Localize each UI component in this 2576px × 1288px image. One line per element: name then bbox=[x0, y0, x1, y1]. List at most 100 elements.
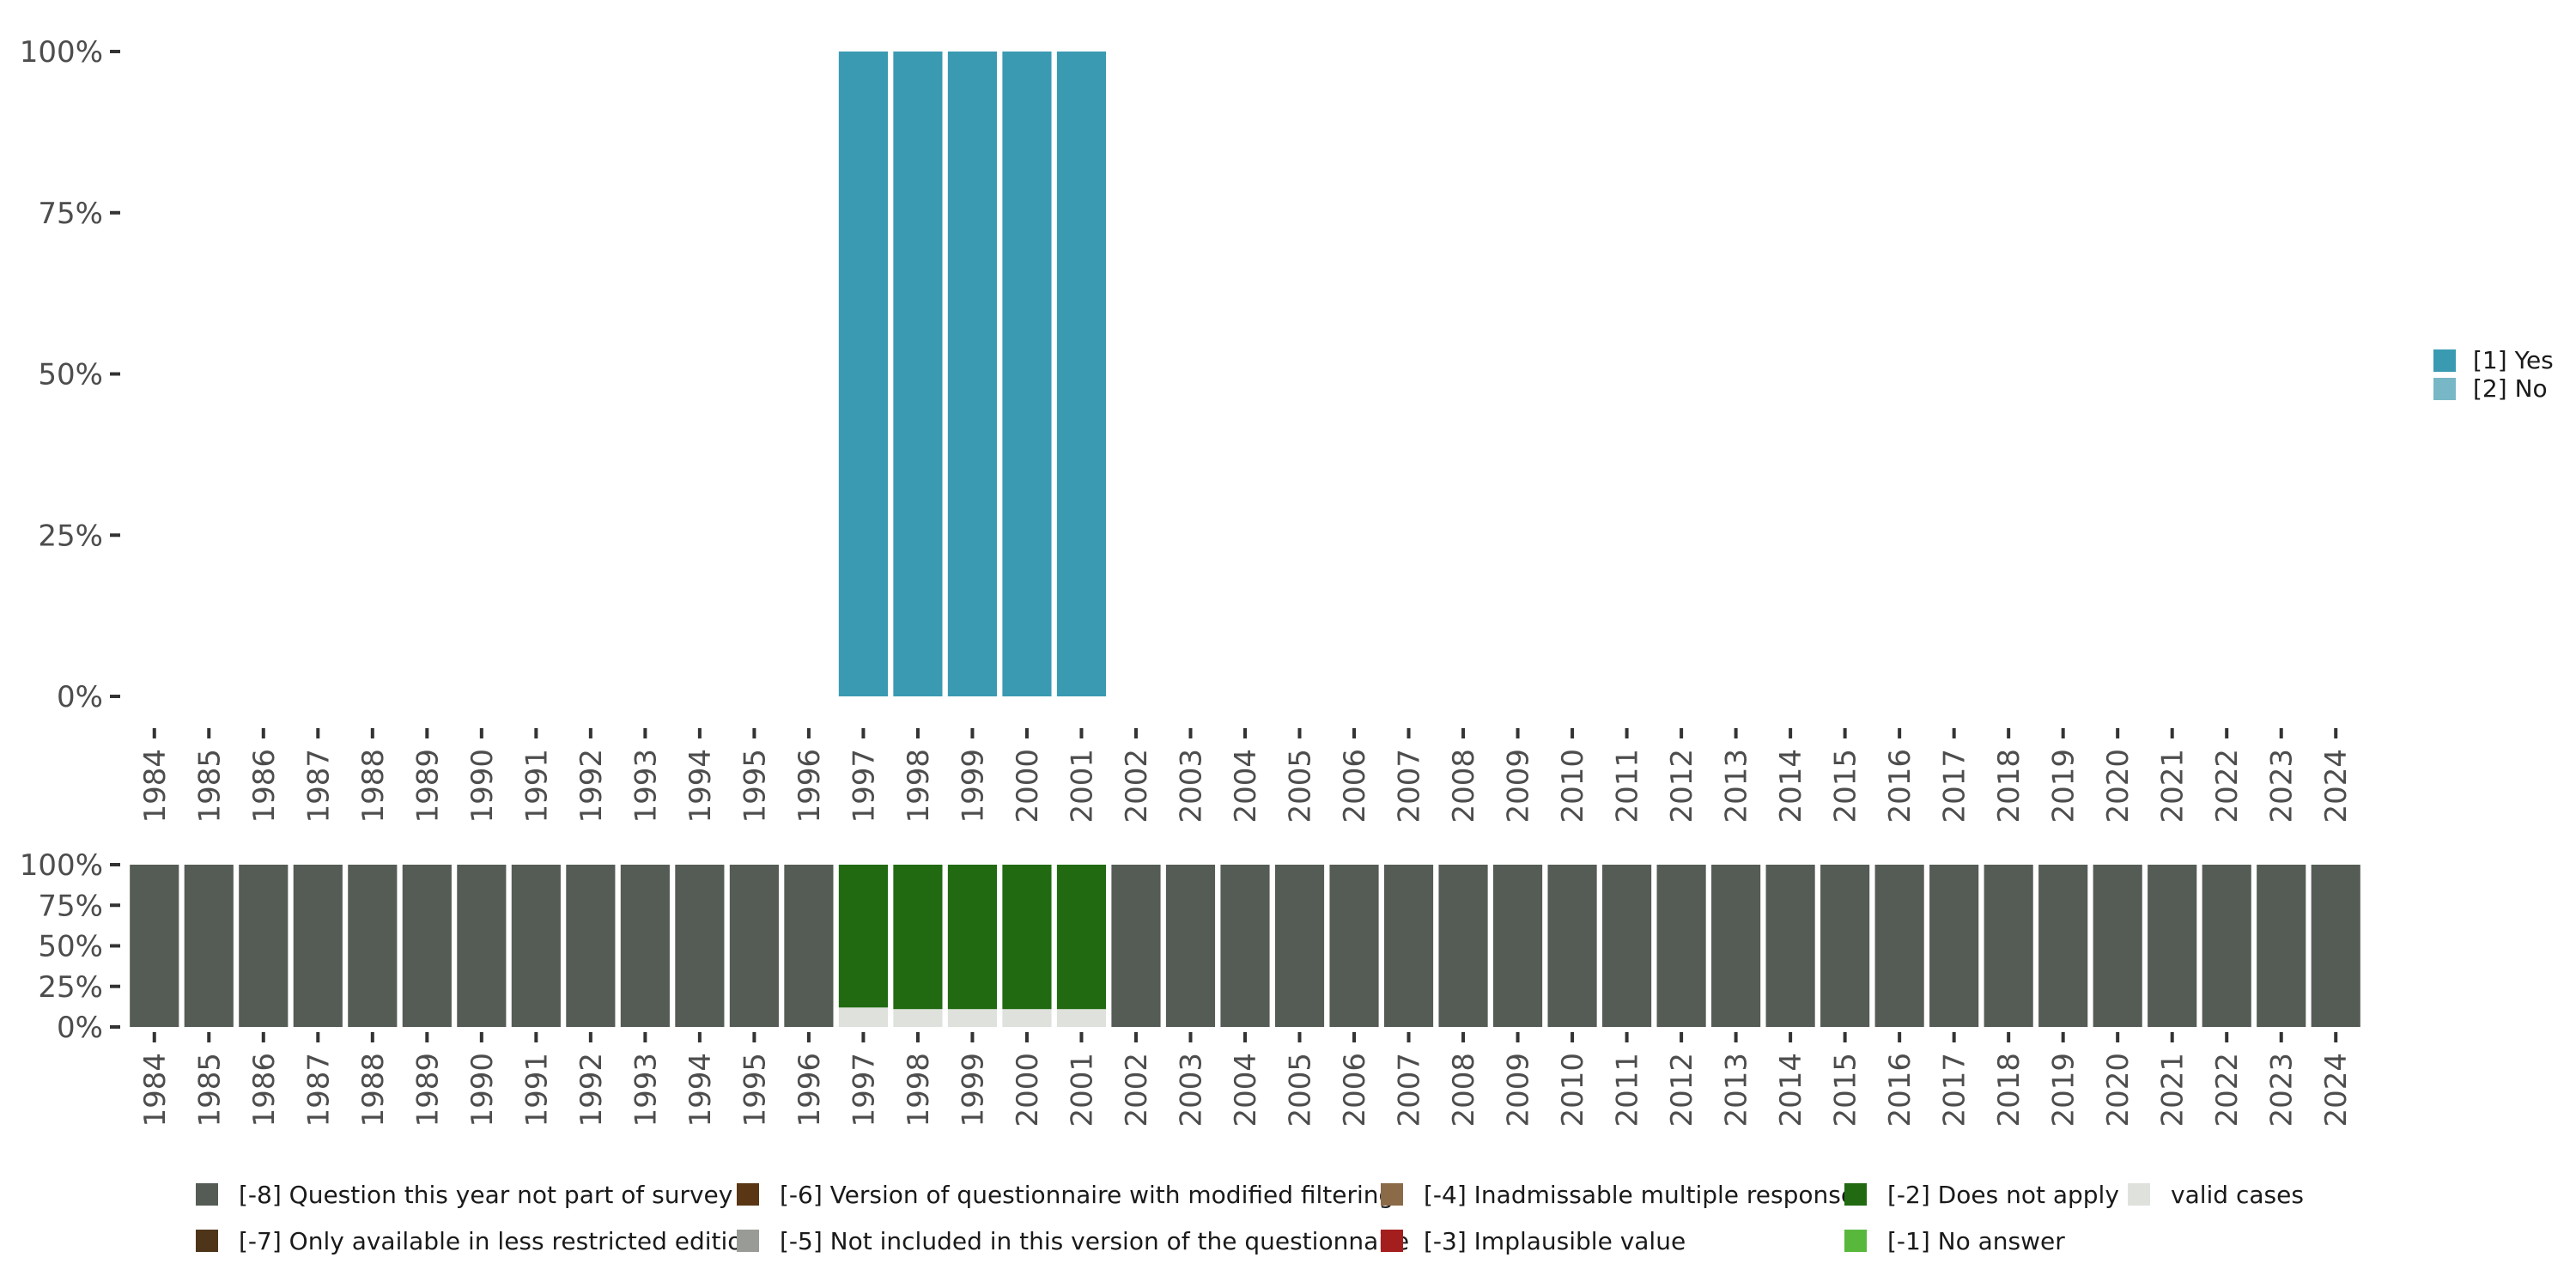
bottom-x-tick-label: 1989 bbox=[410, 1053, 445, 1127]
bottom-x-tick-label: 2020 bbox=[2101, 1053, 2136, 1127]
top-legend-label: [1] Yes bbox=[2473, 346, 2554, 374]
bottom-legend-label: [-4] Inadmissable multiple response bbox=[1424, 1181, 1856, 1209]
bottom-x-tick-label: 2023 bbox=[2265, 1053, 2300, 1127]
top-y-tick-label: 0% bbox=[57, 680, 103, 714]
bottom-legend-swatch-8-question-this-year-not-part-of-survey bbox=[196, 1183, 218, 1206]
bottom-bar-1987-8-question-this-year-not-part-of-survey bbox=[293, 865, 343, 1027]
bottom-x-tick-label: 2013 bbox=[1720, 1053, 1754, 1127]
bottom-legend-label: [-5] Not included in this version of the… bbox=[780, 1227, 1409, 1255]
bottom-bar-1995-8-question-this-year-not-part-of-survey bbox=[729, 865, 779, 1027]
top-x-tick-label: 1990 bbox=[465, 749, 500, 823]
top-bar-2001-1-yes bbox=[1056, 52, 1107, 696]
bottom-bar-1992-8-question-this-year-not-part-of-survey bbox=[566, 865, 616, 1027]
bottom-x-tick-label: 2001 bbox=[1065, 1053, 1099, 1127]
bottom-bar-1999-2-does-not-apply bbox=[947, 865, 998, 1010]
bottom-legend-swatch-valid-cases bbox=[2128, 1183, 2150, 1206]
bottom-bar-2006-8-question-this-year-not-part-of-survey bbox=[1329, 865, 1379, 1027]
bottom-bar-1986-8-question-this-year-not-part-of-survey bbox=[239, 865, 289, 1027]
top-x-tick-label: 2020 bbox=[2101, 749, 2136, 823]
bottom-x-tick-label: 2005 bbox=[1284, 1053, 1318, 1127]
bottom-x-tick-label: 1999 bbox=[956, 1053, 990, 1127]
top-y-tick-label: 100% bbox=[20, 35, 103, 70]
top-x-tick-label: 1995 bbox=[738, 749, 772, 823]
top-x-tick-label: 2016 bbox=[1883, 749, 1917, 823]
top-bar-1998-1-yes bbox=[893, 52, 943, 696]
bottom-x-tick-label: 1997 bbox=[847, 1053, 881, 1127]
bottom-bar-2003-8-question-this-year-not-part-of-survey bbox=[1165, 865, 1216, 1027]
bottom-bar-1991-8-question-this-year-not-part-of-survey bbox=[511, 865, 561, 1027]
bottom-bar-1989-8-question-this-year-not-part-of-survey bbox=[402, 865, 452, 1027]
bottom-x-tick-label: 1994 bbox=[683, 1053, 718, 1127]
top-x-tick-label: 2001 bbox=[1065, 749, 1099, 823]
top-x-tick-label: 2007 bbox=[1393, 749, 1427, 823]
bottom-bar-2000-valid-cases bbox=[1002, 1009, 1052, 1027]
bottom-legend-label: [-2] Does not apply bbox=[1887, 1181, 2119, 1209]
bottom-x-tick-label: 2021 bbox=[2156, 1053, 2190, 1127]
bottom-legend-swatch-6-version-of-questionnaire-with-modified-filtering bbox=[737, 1183, 759, 1206]
bottom-legend-swatch-1-no-answer bbox=[1844, 1230, 1867, 1252]
top-x-tick-label: 2012 bbox=[1665, 749, 1699, 823]
bottom-bar-2005-8-question-this-year-not-part-of-survey bbox=[1274, 865, 1325, 1027]
top-x-tick-label: 2019 bbox=[2047, 749, 2081, 823]
bottom-legend-label: valid cases bbox=[2171, 1181, 2304, 1209]
bottom-legend-label: [-1] No answer bbox=[1887, 1227, 2065, 1255]
top-x-tick-label: 1987 bbox=[301, 749, 336, 823]
bottom-bar-2014-8-question-this-year-not-part-of-survey bbox=[1765, 865, 1815, 1027]
bottom-x-tick-label: 1988 bbox=[356, 1053, 391, 1127]
bottom-x-tick-label: 2018 bbox=[1992, 1053, 2026, 1127]
bottom-x-tick-label: 2004 bbox=[1229, 1053, 1263, 1127]
bottom-bar-2021-8-question-this-year-not-part-of-survey bbox=[2148, 865, 2197, 1027]
bottom-bar-1985-8-question-this-year-not-part-of-survey bbox=[184, 865, 234, 1027]
top-x-tick-label: 2003 bbox=[1174, 749, 1208, 823]
bottom-x-tick-label: 2002 bbox=[1120, 1053, 1154, 1127]
bottom-bar-2010-8-question-this-year-not-part-of-survey bbox=[1547, 865, 1597, 1027]
bottom-x-tick-label: 2011 bbox=[1611, 1053, 1645, 1127]
top-x-tick-label: 2017 bbox=[1938, 749, 1972, 823]
top-x-tick-label: 2021 bbox=[2156, 749, 2190, 823]
bottom-bar-1994-8-question-this-year-not-part-of-survey bbox=[675, 865, 725, 1027]
bottom-bar-1998-valid-cases bbox=[893, 1009, 943, 1027]
bottom-x-tick-label: 1995 bbox=[738, 1053, 772, 1127]
top-bar-1999-1-yes bbox=[947, 52, 998, 696]
bottom-x-tick-label: 2008 bbox=[1447, 1053, 1481, 1127]
bottom-bar-1990-8-question-this-year-not-part-of-survey bbox=[457, 865, 507, 1027]
top-x-tick-label: 2023 bbox=[2265, 749, 2300, 823]
top-x-tick-label: 1984 bbox=[138, 749, 173, 823]
bottom-x-tick-label: 1986 bbox=[247, 1053, 282, 1127]
bottom-bar-1997-valid-cases bbox=[838, 1007, 888, 1027]
bottom-bar-1997-2-does-not-apply bbox=[838, 865, 888, 1008]
bottom-y-tick-label: 50% bbox=[38, 930, 103, 964]
bottom-bar-2007-8-question-this-year-not-part-of-survey bbox=[1383, 865, 1434, 1027]
top-x-tick-label: 2022 bbox=[2210, 749, 2245, 823]
top-x-tick-label: 1998 bbox=[902, 749, 936, 823]
bottom-bar-2020-8-question-this-year-not-part-of-survey bbox=[2093, 865, 2142, 1027]
top-x-tick-label: 1999 bbox=[956, 749, 990, 823]
top-y-tick-label: 50% bbox=[38, 358, 103, 392]
bottom-x-tick-label: 2014 bbox=[1774, 1053, 1808, 1127]
bottom-y-tick-label: 100% bbox=[20, 848, 103, 883]
bottom-x-tick-label: 1998 bbox=[902, 1053, 936, 1127]
bottom-x-tick-label: 2003 bbox=[1174, 1053, 1208, 1127]
top-x-tick-label: 2024 bbox=[2319, 749, 2354, 823]
bottom-x-tick-label: 2017 bbox=[1938, 1053, 1972, 1127]
top-x-tick-label: 2005 bbox=[1284, 749, 1318, 823]
top-x-tick-label: 1996 bbox=[793, 749, 827, 823]
bottom-bar-2011-8-question-this-year-not-part-of-survey bbox=[1602, 865, 1652, 1027]
top-x-tick-label: 2006 bbox=[1338, 749, 1372, 823]
bottom-x-tick-label: 2022 bbox=[2210, 1053, 2245, 1127]
top-x-tick-label: 2018 bbox=[1992, 749, 2026, 823]
top-x-tick-label: 1997 bbox=[847, 749, 881, 823]
top-legend-label: [2] No bbox=[2473, 374, 2548, 403]
bottom-x-tick-label: 2006 bbox=[1338, 1053, 1372, 1127]
bottom-legend-label: [-8] Question this year not part of surv… bbox=[239, 1181, 732, 1209]
top-x-tick-label: 1988 bbox=[356, 749, 391, 823]
top-x-tick-label: 1994 bbox=[683, 749, 718, 823]
top-x-tick-label: 1985 bbox=[192, 749, 227, 823]
bottom-legend-swatch-5-not-included-in-this-version-of-the-questionnaire bbox=[737, 1230, 759, 1252]
top-x-tick-label: 1993 bbox=[629, 749, 663, 823]
bottom-bar-1996-8-question-this-year-not-part-of-survey bbox=[784, 865, 834, 1027]
bottom-y-tick-label: 0% bbox=[57, 1011, 103, 1045]
bottom-legend: [-8] Question this year not part of surv… bbox=[196, 1181, 2304, 1255]
bottom-bar-2018-8-question-this-year-not-part-of-survey bbox=[1984, 865, 2033, 1027]
bottom-bar-1998-2-does-not-apply bbox=[893, 865, 943, 1010]
